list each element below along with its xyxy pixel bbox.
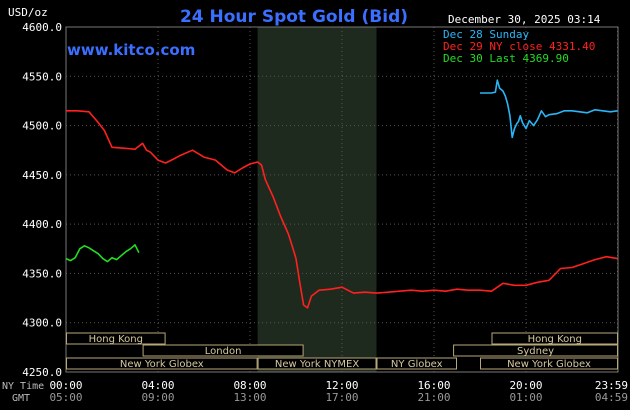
legend-entry-dec-29: Dec 29 NY close 4331.40 [443,40,595,53]
y-tick-label-7: 4250.0 [22,366,62,379]
y-tick-label-6: 4300.0 [22,317,62,330]
timestamp: December 30, 2025 03:14 [448,13,601,26]
session-label-7: New York Globex [507,359,591,370]
x-tick-label-gmt-3: 17:00 [325,391,358,404]
x-tick-label-ny-2: 08:00 [233,379,266,392]
x-tick-label-ny-5: 20:00 [509,379,542,392]
y-tick-label-2: 4500.0 [22,120,62,133]
plot-frame [65,26,619,373]
series-layer [65,79,618,309]
session-label-4: New York Globex [120,359,204,370]
x-tick-label-gmt-0: 05:00 [49,391,82,404]
y-tick-label-4: 4400.0 [22,218,62,231]
session-box-7 [480,357,618,370]
y-tick-label-0: 4600.0 [22,21,62,34]
session-label-6: NY Globex [391,359,443,370]
session-box-1 [491,332,618,345]
legend-entry-dec-30: Dec 30 Last 4369.90 [443,52,569,65]
session-label-3: Sydney [517,346,554,357]
series-line-2 [65,244,140,263]
watermark-url: www.kitco.com [67,41,195,59]
trading-sessions: Hong Kong Hong Kong London Sydney New York G… [66,332,618,370]
session-box-0 [66,332,166,345]
session-label-0: Hong Kong [89,334,143,345]
legend: Dec 28 Sunday Dec 29 NY close 4331.40 De… [443,28,595,65]
x-tick-label-ny-4: 16:00 [417,379,450,392]
session-label-1: Hong Kong [528,334,582,345]
x-tick-label-gmt-1: 09:00 [141,391,174,404]
nymex-shaded-region [257,27,377,372]
series-line-0 [480,79,618,139]
legend-entry-dec-28: Dec 28 Sunday [443,28,529,41]
gmt-label: GMT [12,393,30,404]
ny-time-label: NY Time [2,381,44,392]
units-label: USD/oz [8,6,48,19]
session-box-6 [376,357,457,370]
x-tick-label-ny-6: 23:59 [595,379,628,392]
session-box-2 [142,344,304,357]
y-tick-label-1: 4550.0 [22,70,62,83]
session-label-2: London [205,346,242,357]
session-box-5 [257,357,377,370]
axis-ticks: 4600.0 4550.0 4500.0 4450.0 4400.0 4350.0 4300… [22,21,628,404]
x-tick-label-gmt-4: 21:00 [417,391,450,404]
y-tick-label-5: 4350.0 [22,267,62,280]
x-tick-label-ny-3: 12:00 [325,379,358,392]
session-label-5: New York NYMEX [275,359,360,370]
x-tick-label-gmt-6: 04:59 [595,391,628,404]
x-tick-label-gmt-2: 13:00 [233,391,266,404]
x-tick-label-ny-0: 00:00 [49,379,82,392]
series-line-1 [66,110,618,309]
chart-title: 24 Hour Spot Gold (Bid) [180,7,408,27]
x-tick-label-gmt-5: 01:00 [509,391,542,404]
y-tick-label-3: 4450.0 [22,169,62,182]
session-box-3 [453,344,618,357]
x-tick-label-ny-1: 04:00 [141,379,174,392]
session-box-4 [66,357,258,370]
